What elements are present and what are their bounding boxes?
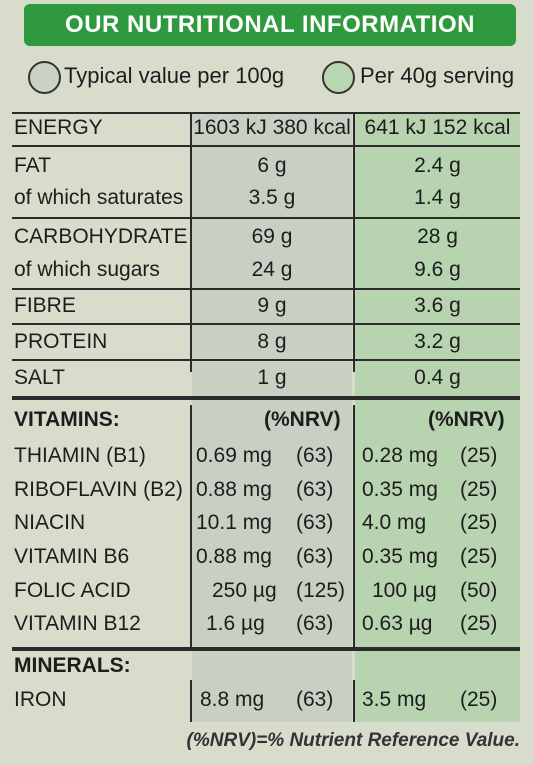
vitamin-label: RIBOFLAVIN (B2) <box>14 478 183 501</box>
vitamin-label: FOLIC ACID <box>14 579 131 602</box>
per-serving-value: 3.6 g <box>414 294 461 317</box>
column-divider <box>190 405 192 649</box>
vitamin-label: VITAMIN B12 <box>14 612 141 635</box>
per-100g-value: 6 g <box>257 154 287 177</box>
per-100g-swatch <box>28 61 61 94</box>
per-serving-nrv: (25) <box>460 444 498 467</box>
nrv-footnote: (%NRV)=% Nutrient Reference Value. <box>186 730 520 751</box>
table-rule-thick <box>12 647 520 651</box>
per-serving-amount: 4.0 mg <box>362 511 427 534</box>
per-serving-column-bg <box>355 112 520 722</box>
per-serving-value: 0.4 g <box>414 366 461 389</box>
per-serving-nrv: (25) <box>460 478 498 501</box>
column-divider <box>353 680 355 722</box>
per-100g-value: 9 g <box>257 294 287 317</box>
per-serving-amount: 100 µg <box>372 579 437 602</box>
vitamin-label: VITAMIN B6 <box>14 545 130 568</box>
table-rule <box>12 145 520 147</box>
column-divider <box>353 112 355 372</box>
nutrient-label: of which saturates <box>14 186 184 209</box>
per-100g-amount: 8.8 mg <box>200 688 265 711</box>
per-100g-nrv: (63) <box>296 612 334 635</box>
per-100g-amount: 250 µg <box>212 579 277 602</box>
per-100g-amount: 0.88 mg <box>196 545 272 568</box>
per-serving-nrv: (50) <box>460 579 498 602</box>
per-serving-value: 9.6 g <box>414 258 461 281</box>
per-100g-value: 1 g <box>257 366 287 389</box>
nutrient-label: PROTEIN <box>14 330 108 353</box>
nutrition-title-banner: OUR NUTRITIONAL INFORMATION <box>24 4 516 46</box>
nutrient-row-energy: ENERGY 1603 kJ 380 kcal 641 kJ 152 kcal <box>0 116 533 146</box>
nutrient-label: of which sugars <box>14 258 160 281</box>
per-100g-legend-label: Typical value per 100g <box>64 63 285 88</box>
per-100g-value: 1603 kJ 380 kcal <box>193 116 351 139</box>
per-serving-value: 641 kJ 152 kcal <box>364 116 511 139</box>
per-100g-amount: 10.1 mg <box>196 511 272 534</box>
nrv-header-serving: (%NRV) <box>428 408 505 431</box>
per-serving-nrv: (25) <box>460 688 498 711</box>
per-serving-nrv: (25) <box>460 545 498 568</box>
per-100g-amount: 0.88 mg <box>196 478 272 501</box>
column-divider <box>190 680 192 722</box>
nutrient-label: SALT <box>14 366 65 389</box>
legend: Typical value per 100g Per 40g serving <box>20 58 525 104</box>
table-rule <box>12 288 520 290</box>
mineral-label: IRON <box>14 688 67 711</box>
per-100g-nrv: (63) <box>296 511 334 534</box>
table-rule-thick <box>12 396 520 400</box>
column-divider <box>353 405 355 649</box>
per-100g-value: 24 g <box>251 258 293 281</box>
per-100g-column-bg <box>192 112 352 722</box>
per-serving-amount: 0.35 mg <box>362 545 438 568</box>
per-100g-amount: 1.6 µg <box>206 612 265 635</box>
per-serving-value: 3.2 g <box>414 330 461 353</box>
per-100g-nrv: (63) <box>296 688 334 711</box>
minerals-heading: MINERALS: <box>14 654 131 677</box>
nutrient-label: FAT <box>14 154 51 177</box>
per-serving-amount: 0.35 mg <box>362 478 438 501</box>
per-serving-value: 28 g <box>417 225 458 248</box>
nutrient-label: ENERGY <box>14 116 103 139</box>
nutrient-label: CARBOHYDRATE <box>14 225 188 248</box>
vitamin-label: NIACIN <box>14 511 86 534</box>
table-rule <box>12 359 520 361</box>
nutrient-label: FIBRE <box>14 294 76 317</box>
per-100g-nrv: (125) <box>296 579 346 602</box>
vitamin-label: THIAMIN (B1) <box>14 444 146 467</box>
per-100g-nrv: (63) <box>296 545 334 568</box>
per-100g-nrv: (63) <box>296 444 334 467</box>
per-serving-nrv: (25) <box>460 511 498 534</box>
per-serving-amount: 0.63 µg <box>362 612 433 635</box>
per-serving-value: 2.4 g <box>414 154 461 177</box>
page-title: OUR NUTRITIONAL INFORMATION <box>65 11 475 38</box>
per-100g-nrv: (63) <box>296 478 334 501</box>
per-serving-legend-label: Per 40g serving <box>360 63 515 88</box>
per-serving-amount: 0.28 mg <box>362 444 438 467</box>
per-100g-value: 69 g <box>251 225 293 248</box>
column-divider <box>190 112 192 372</box>
per-100g-amount: 0.69 mg <box>196 444 272 467</box>
nrv-header-100g: (%NRV) <box>264 408 341 431</box>
table-rule <box>12 217 520 219</box>
per-serving-nrv: (25) <box>460 612 498 635</box>
per-100g-value: 3.5 g <box>248 186 296 209</box>
vitamins-heading: VITAMINS: <box>14 408 120 431</box>
per-serving-swatch <box>322 61 355 94</box>
table-rule <box>12 323 520 325</box>
per-serving-amount: 3.5 mg <box>362 688 427 711</box>
per-serving-value: 1.4 g <box>414 186 461 209</box>
per-100g-value: 8 g <box>257 330 287 353</box>
table-rule <box>12 112 520 114</box>
